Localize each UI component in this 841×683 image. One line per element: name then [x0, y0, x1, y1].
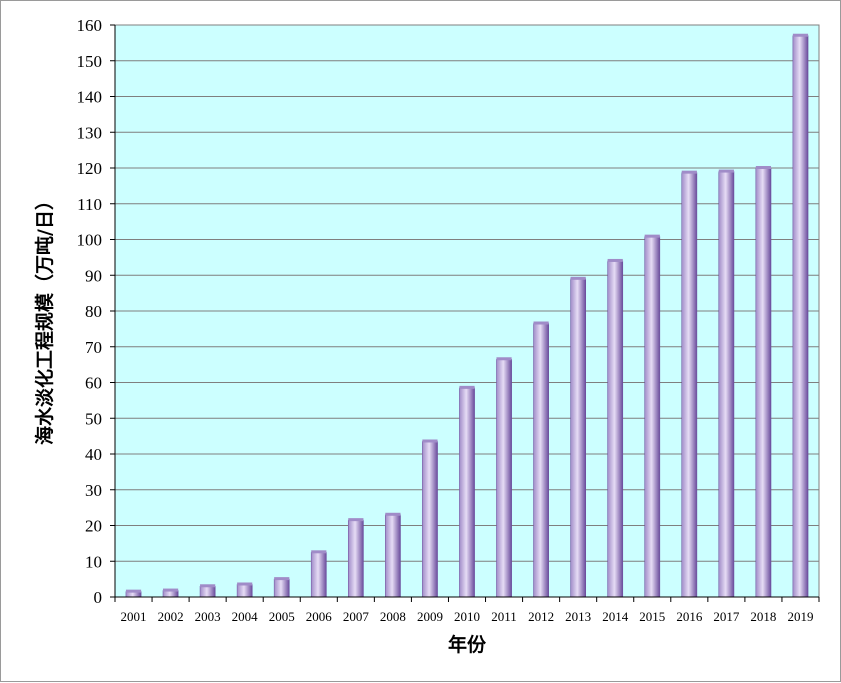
y-tick-label: 110: [77, 195, 102, 214]
x-tick-label: 2011: [491, 609, 517, 624]
bar-cap-2010: [459, 385, 475, 389]
bar-cap-2009: [422, 439, 438, 443]
y-tick-label: 140: [77, 88, 103, 107]
bars: [125, 33, 809, 598]
y-tick-label: 50: [85, 409, 102, 428]
y-tick-label: 100: [77, 231, 103, 250]
bar-cap-2014: [607, 258, 623, 262]
bar-cap-2013: [570, 276, 586, 280]
bar-cap-2016: [681, 170, 697, 174]
bar-cap-2006: [311, 550, 327, 554]
x-tick-label: 2018: [750, 609, 776, 624]
bar-cap-2012: [533, 321, 549, 325]
y-tick-label: 90: [85, 266, 102, 285]
bar-2005: [273, 578, 290, 598]
x-tick-label: 2009: [417, 609, 443, 624]
y-tick-label: 60: [85, 374, 102, 393]
bar-cap-2015: [644, 234, 660, 238]
bar-2013: [570, 278, 587, 598]
x-tick-label: 2019: [787, 609, 813, 624]
bar-cap-2011: [496, 357, 512, 361]
x-tick-label: 2005: [269, 609, 295, 624]
bar-cap-2005: [274, 577, 290, 581]
y-tick-label: 150: [77, 52, 103, 71]
x-tick-label: 2007: [343, 609, 370, 624]
bar-2019: [792, 35, 809, 598]
x-tick-label: 2013: [565, 609, 591, 624]
y-tick-label: 10: [85, 552, 102, 571]
y-tick-label: 20: [85, 517, 102, 536]
y-tick-label: 130: [77, 123, 103, 142]
y-tick-label: 120: [77, 159, 103, 178]
bar-2016: [681, 172, 698, 598]
y-axis-ticks: 0 10 20 30 40 50 60 70 80 90 100 110 120 130 140 150 160: [77, 16, 116, 607]
y-tick-label: 30: [85, 481, 102, 500]
y-tick-label: 160: [77, 16, 103, 35]
y-tick-label: 80: [85, 302, 102, 321]
bar-cap-2003: [200, 584, 216, 588]
x-tick-label: 2017: [713, 609, 740, 624]
x-tick-label: 2015: [639, 609, 665, 624]
bar-cap-2002: [162, 588, 179, 592]
x-tick-label: 2008: [380, 609, 406, 624]
x-tick-label: 2002: [158, 609, 184, 624]
x-tick-label: 2010: [454, 609, 480, 624]
bar-cap-2019: [792, 33, 809, 37]
x-tick-label: 2012: [528, 609, 554, 624]
bar-2014: [607, 260, 624, 598]
bar-2017: [718, 171, 735, 598]
bar-2009: [422, 441, 438, 598]
x-tick-label: 2001: [121, 609, 147, 624]
grid-lines: [115, 60, 819, 562]
bar-2010: [459, 387, 475, 598]
x-axis-ticks: 2001 2002 2003 2004 2005 2006 2007 2008 2009 2010…: [114, 596, 820, 624]
bar-2006: [310, 552, 327, 598]
y-axis-title: 海水淡化工程规模（万吨/日）: [33, 191, 56, 445]
bar-2011: [496, 359, 512, 598]
bar-2015: [644, 236, 661, 598]
x-tick-label: 2006: [306, 609, 333, 624]
bar-2008: [385, 514, 401, 598]
bar-cap-2017: [718, 169, 734, 173]
x-axis-title: 年份: [448, 633, 487, 656]
x-tick-label: 2016: [676, 609, 703, 624]
x-tick-label: 2003: [195, 609, 221, 624]
y-tick-label: 40: [85, 445, 102, 464]
bar-cap-2018: [755, 166, 772, 169]
bar-2018: [755, 167, 772, 598]
bar-cap-2007: [348, 518, 364, 522]
bar-2004: [236, 584, 253, 598]
x-tick-label: 2014: [602, 609, 629, 624]
bar-2012: [533, 323, 549, 598]
x-tick-label: 2004: [232, 609, 259, 624]
y-tick-label: 70: [85, 338, 102, 357]
bar-cap-2004: [237, 582, 253, 586]
bar-cap-2008: [385, 512, 401, 516]
bar-2007: [347, 519, 364, 598]
bar-2003: [199, 586, 216, 598]
y-tick-label: 0: [94, 588, 103, 607]
bar-cap-2001: [125, 589, 142, 593]
